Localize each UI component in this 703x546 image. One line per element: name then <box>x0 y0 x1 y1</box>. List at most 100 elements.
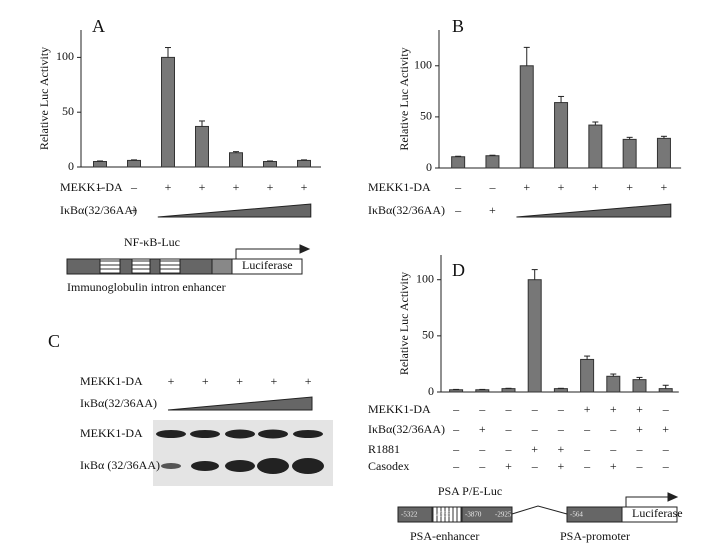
condition-mark: – <box>505 402 513 416</box>
condition-mark: – <box>636 442 644 456</box>
panel-label: B <box>452 16 464 36</box>
condition-label: IκBα(32/36AA) <box>60 203 137 217</box>
y-tick-label: 100 <box>56 49 74 63</box>
condition-mark: + <box>558 180 565 194</box>
bar <box>451 156 466 169</box>
condition-label: MEKK1-DA <box>368 402 431 416</box>
bar <box>588 124 603 169</box>
bar <box>554 102 569 169</box>
y-tick-label: 0 <box>426 160 432 174</box>
condition-mark: + <box>636 422 643 436</box>
condition-mark: – <box>531 422 539 436</box>
bar <box>229 152 243 168</box>
y-tick-label: 0 <box>428 384 434 398</box>
condition-mark: + <box>131 203 138 217</box>
bar <box>297 159 311 168</box>
condition-mark: + <box>661 180 668 194</box>
condition-mark: – <box>662 459 670 473</box>
condition-mark: + <box>592 180 599 194</box>
condition-mark: – <box>583 422 591 436</box>
condition-mark: – <box>478 402 486 416</box>
position-label: -564 <box>570 511 583 519</box>
condition-mark: – <box>609 422 617 436</box>
condition-mark: + <box>233 180 240 194</box>
condition-mark: + <box>505 459 512 473</box>
bar <box>475 389 490 393</box>
panel-label: A <box>92 16 105 36</box>
position-label: -2925 <box>495 511 512 519</box>
bar <box>553 388 568 393</box>
condition-mark: + <box>301 180 308 194</box>
dose-ramp <box>167 396 313 411</box>
condition-mark: – <box>96 180 104 194</box>
condition-mark: + <box>531 442 538 456</box>
condition-mark: + <box>662 422 669 436</box>
condition-mark: – <box>452 402 460 416</box>
condition-mark: – <box>636 459 644 473</box>
condition-label: Casodex <box>368 459 409 473</box>
condition-mark: + <box>305 374 312 388</box>
bar <box>161 56 175 168</box>
condition-mark: – <box>505 442 513 456</box>
condition-mark: – <box>583 442 591 456</box>
construct-d <box>397 492 679 523</box>
bar <box>485 155 500 169</box>
dose-ramp <box>516 203 672 218</box>
position-label: -4366 <box>434 511 451 519</box>
condition-mark: + <box>267 180 274 194</box>
condition-mark: – <box>557 402 565 416</box>
y-tick-label: 50 <box>62 104 74 118</box>
condition-mark: + <box>626 180 633 194</box>
panel-label: D <box>452 260 465 280</box>
construct-caption: Immunoglobulin intron enhancer <box>67 280 226 294</box>
condition-mark: – <box>478 459 486 473</box>
blot-row-label: IκBα (32/36AA) <box>80 458 160 472</box>
condition-label: IκBα(32/36AA) <box>368 422 445 436</box>
bar <box>519 65 534 169</box>
condition-mark: + <box>558 442 565 456</box>
reporter-label: Luciferase <box>242 258 293 272</box>
condition-mark: – <box>452 422 460 436</box>
condition-mark: – <box>505 422 513 436</box>
y-tick-label: 50 <box>422 328 434 342</box>
bar <box>501 388 516 393</box>
condition-label: IκBα(32/36AA) <box>368 203 445 217</box>
condition-mark: – <box>609 442 617 456</box>
condition-mark: – <box>662 442 670 456</box>
bar <box>195 125 209 168</box>
condition-mark: – <box>452 442 460 456</box>
condition-mark: + <box>165 180 172 194</box>
bar <box>622 138 637 169</box>
condition-mark: + <box>199 180 206 194</box>
y-axis-label: Relative Luc Activity <box>397 47 411 150</box>
blot-row-label: MEKK1-DA <box>80 426 143 440</box>
condition-mark: – <box>454 203 462 217</box>
dose-ramp <box>157 203 312 218</box>
condition-mark: + <box>523 180 530 194</box>
bar <box>658 388 673 393</box>
condition-mark: + <box>636 402 643 416</box>
condition-mark: + <box>610 459 617 473</box>
reporter-label: Luciferase <box>632 506 683 520</box>
condition-mark: + <box>489 203 496 217</box>
condition-label: IκBα(32/36AA) <box>80 396 157 410</box>
condition-mark: + <box>202 374 209 388</box>
promoter-label: PSA-promoter <box>560 529 630 543</box>
condition-mark: – <box>531 459 539 473</box>
condition-mark: – <box>488 180 496 194</box>
condition-mark: – <box>531 402 539 416</box>
condition-mark: – <box>557 422 565 436</box>
condition-mark: + <box>271 374 278 388</box>
condition-mark: – <box>130 180 138 194</box>
y-axis-label: Relative Luc Activity <box>37 47 51 150</box>
position-label: -3870 <box>465 511 482 519</box>
bar <box>127 159 141 168</box>
condition-label: MEKK1-DA <box>60 180 123 194</box>
condition-mark: – <box>452 459 460 473</box>
blot-bands <box>156 429 324 474</box>
condition-label: R1881 <box>368 442 400 456</box>
construct-a <box>66 244 311 275</box>
y-tick-label: 100 <box>416 271 434 285</box>
condition-label: MEKK1-DA <box>368 180 431 194</box>
